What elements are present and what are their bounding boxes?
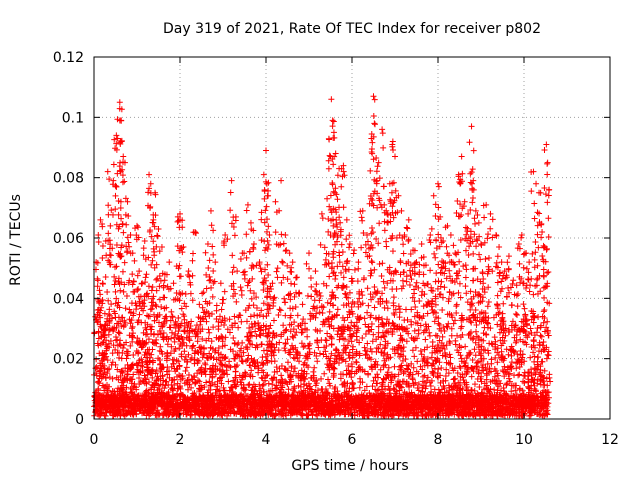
data-point	[133, 410, 140, 417]
data-point	[117, 412, 124, 419]
data-point	[488, 408, 495, 415]
data-point	[314, 412, 321, 419]
data-point	[102, 412, 109, 419]
data-points	[91, 93, 554, 419]
